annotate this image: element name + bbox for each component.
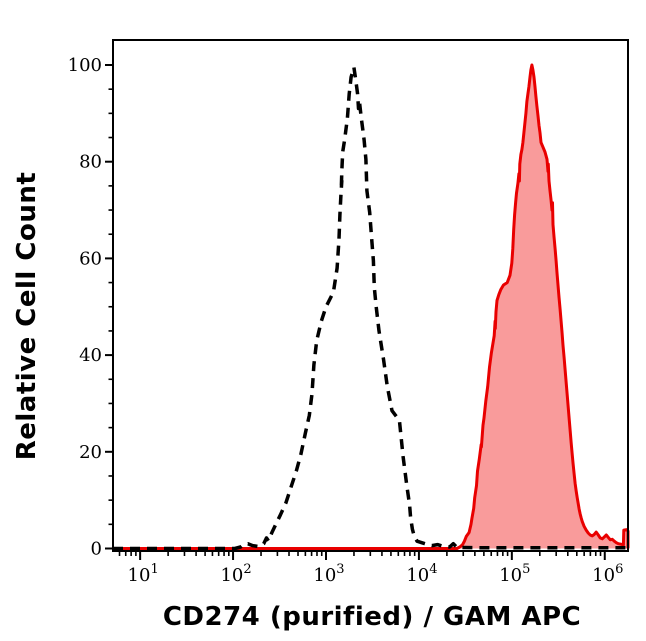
y-tick-label: 40 <box>79 345 102 366</box>
x-tick-label: 106 <box>592 562 623 586</box>
stained-histogram-fill <box>113 65 628 549</box>
x-axis-title: CD274 (purified) / GAM APC <box>162 602 582 632</box>
y-tick-label: 0 <box>91 539 102 560</box>
y-tick-label: 60 <box>79 248 102 269</box>
y-tick-label: 100 <box>68 55 102 76</box>
x-tick-label: 102 <box>220 562 251 586</box>
y-tick-label: 20 <box>79 442 102 463</box>
x-tick-label: 105 <box>499 562 530 586</box>
stained-histogram-curve <box>111 63 630 550</box>
x-tick-label: 101 <box>128 562 159 586</box>
y-tick-label: 80 <box>79 152 102 173</box>
control-histogram-curve <box>113 65 628 551</box>
x-tick-label: 103 <box>313 562 344 586</box>
x-tick-label: 104 <box>406 562 437 586</box>
y-axis-title: Relative Cell Count <box>12 171 42 461</box>
